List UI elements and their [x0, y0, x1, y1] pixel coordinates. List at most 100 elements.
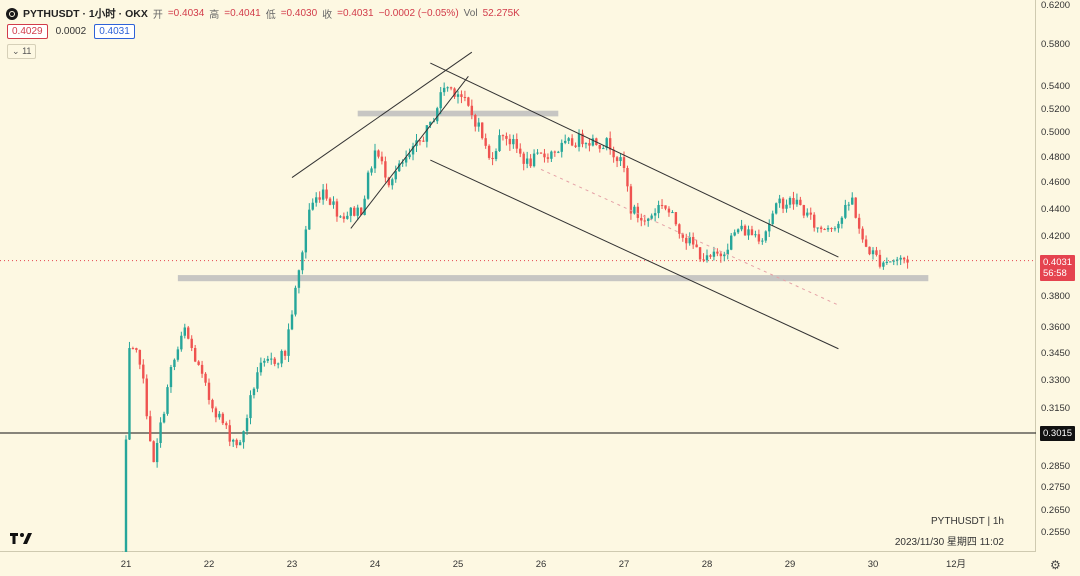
candle-body — [522, 153, 525, 164]
candle-body — [761, 240, 764, 242]
candle-body — [871, 250, 875, 255]
candle-body — [667, 208, 671, 213]
candle — [612, 146, 615, 163]
candle — [882, 261, 885, 270]
candle-body — [256, 372, 259, 389]
price-tick-label: 0.3450 — [1041, 348, 1070, 359]
candle — [391, 177, 394, 190]
chart-canvas[interactable] — [0, 0, 1036, 552]
candle-body — [173, 359, 176, 368]
candle — [308, 203, 311, 230]
candle — [705, 249, 709, 263]
candle-body — [588, 143, 591, 146]
candle-body — [733, 232, 736, 236]
candle-body — [643, 220, 646, 222]
settings-gear-icon[interactable]: ⚙ — [1050, 558, 1061, 572]
candle-body — [200, 364, 204, 374]
candle — [346, 211, 349, 220]
candle — [806, 208, 809, 218]
candle — [691, 232, 695, 249]
candle-body — [864, 239, 868, 247]
candle — [864, 235, 868, 248]
candle-body — [484, 138, 487, 146]
price-tick-label: 0.2650 — [1041, 505, 1070, 516]
candle — [550, 150, 553, 163]
candle — [204, 372, 207, 386]
candle — [633, 204, 636, 215]
candle — [837, 221, 840, 233]
candle — [218, 411, 221, 420]
indicator-toggle[interactable]: ⌄ 11 — [7, 44, 37, 59]
candle — [142, 359, 145, 384]
candle — [896, 256, 899, 266]
trade-buttons: 0.4029 0.0002 0.4031 — [7, 24, 135, 39]
candle-body — [819, 227, 823, 230]
price-tick-label: 0.3150 — [1041, 403, 1070, 414]
high-label: 高 — [209, 10, 220, 21]
chart-area[interactable] — [0, 0, 1036, 552]
candle — [525, 151, 529, 169]
candle — [584, 142, 588, 149]
indicator-count: 11 — [22, 46, 32, 56]
candle — [854, 197, 857, 219]
candle-body — [429, 121, 432, 126]
price-tick-label: 0.5200 — [1041, 104, 1070, 115]
candle-body — [525, 158, 529, 164]
low-value: =0.4030 — [280, 8, 318, 19]
candle — [508, 134, 512, 151]
candle — [259, 357, 263, 376]
candle — [598, 144, 601, 153]
candle — [522, 151, 525, 171]
symbol-title[interactable]: PYTHUSDT · 1小时 · OKX — [23, 8, 148, 20]
candle — [270, 352, 273, 365]
candle — [764, 230, 767, 243]
candle — [885, 257, 889, 265]
resistance-zone[interactable] — [357, 110, 559, 117]
buy-button[interactable]: 0.4031 — [94, 24, 135, 39]
candle-body — [626, 167, 629, 187]
candle — [716, 248, 719, 257]
candle-body — [384, 161, 387, 178]
trend-line-2[interactable] — [350, 75, 469, 229]
price-tick-label: 0.5000 — [1041, 127, 1070, 138]
candle — [187, 325, 190, 340]
candle — [515, 133, 518, 153]
candle-body — [833, 228, 837, 230]
price-axis[interactable]: 0.6200 0.5800 0.5400 0.5200 0.5000 0.4800 0.46… — [1036, 0, 1080, 552]
candle-body — [740, 225, 743, 230]
candle — [671, 210, 674, 214]
trend-line-3[interactable] — [430, 62, 839, 258]
candle — [449, 86, 453, 91]
candle — [781, 197, 785, 214]
candle — [844, 199, 847, 220]
candle — [169, 364, 173, 393]
candle — [283, 349, 287, 360]
candle-body — [328, 198, 332, 205]
candle — [557, 150, 560, 154]
candle-body — [190, 338, 193, 348]
candle-body — [899, 257, 902, 260]
candle-body — [750, 229, 754, 236]
candle — [667, 206, 671, 217]
candle — [356, 204, 359, 221]
time-axis[interactable]: 21 22 23 24 25 26 27 28 29 30 12月 — [0, 552, 1036, 576]
candle — [698, 247, 702, 262]
trend-line-5[interactable] — [540, 168, 839, 306]
trend-line-4[interactable] — [430, 159, 839, 350]
price-tick-label: 0.6200 — [1041, 0, 1070, 11]
candle — [315, 192, 318, 207]
support-zone[interactable] — [177, 275, 929, 282]
candle-body — [581, 133, 584, 145]
candle-body — [373, 150, 377, 169]
time-tick-label: 23 — [287, 559, 298, 570]
candle — [619, 153, 622, 166]
candle — [678, 223, 681, 239]
candle-body — [653, 213, 657, 216]
candle-body — [633, 206, 636, 214]
candle-body — [698, 247, 702, 260]
sell-button[interactable]: 0.4029 — [7, 24, 48, 39]
time-tick-label: 21 — [121, 559, 132, 570]
trend-line-1[interactable] — [291, 51, 473, 178]
candle-body — [570, 138, 574, 146]
candle — [529, 154, 532, 168]
